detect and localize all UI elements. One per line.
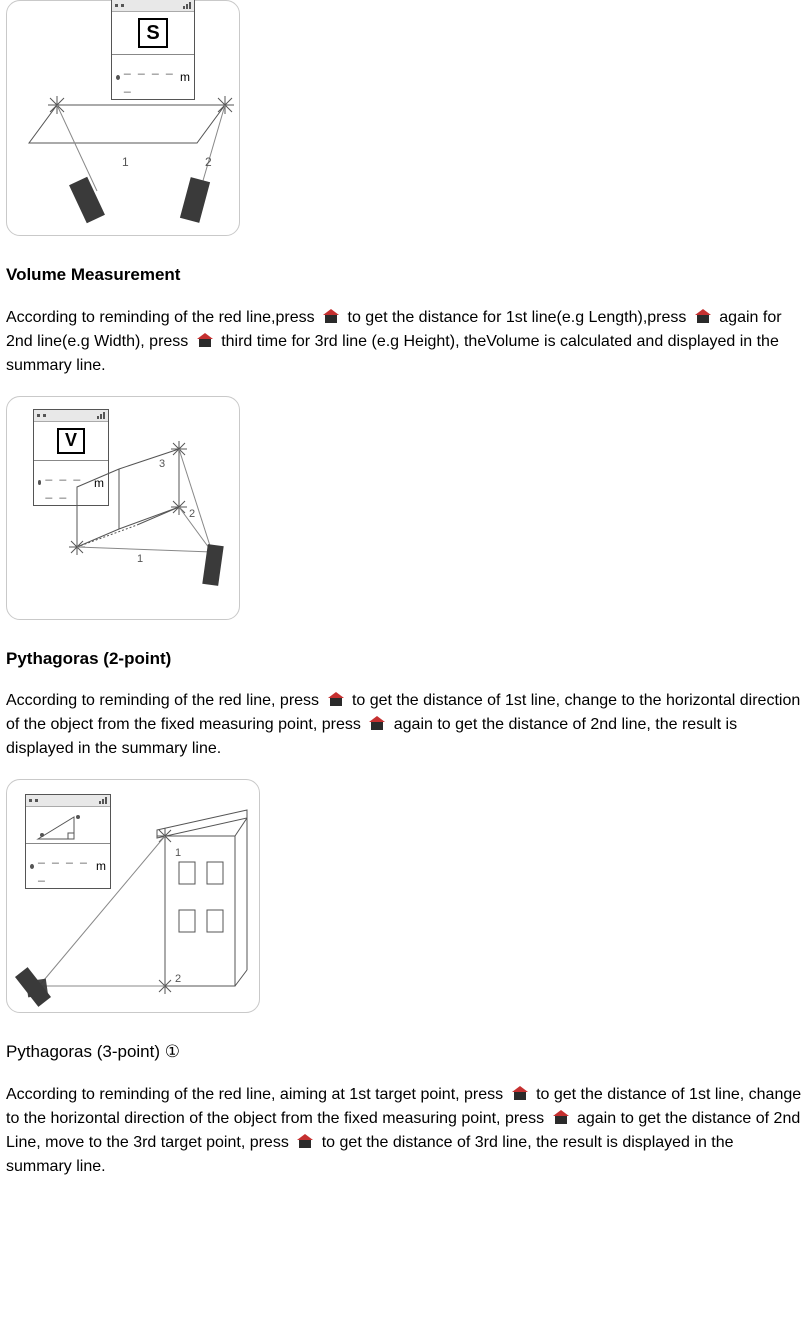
volume-diagram: 3 2 1 xyxy=(7,397,241,621)
svg-text:1: 1 xyxy=(175,847,181,859)
measure-icon xyxy=(551,1109,571,1125)
figure-volume: V _ _ _ _ _ m xyxy=(6,396,240,620)
svg-text:2: 2 xyxy=(175,973,181,985)
measure-icon xyxy=(195,332,215,348)
figure-pyth2: _ _ _ _ _ m xyxy=(6,779,260,1013)
p3-p1: According to reminding of the red line, … xyxy=(6,1086,508,1103)
measure-icon xyxy=(321,308,341,324)
svg-text:2: 2 xyxy=(205,155,212,169)
heading-pyth3: Pythagoras (3-point) ① xyxy=(6,1039,803,1065)
heading-volume: Volume Measurement xyxy=(6,262,803,288)
measure-icon xyxy=(326,691,346,707)
svg-text:1: 1 xyxy=(122,155,129,169)
measure-icon xyxy=(693,308,713,324)
paragraph-pyth3: According to reminding of the red line, … xyxy=(6,1083,803,1179)
area-diagram: 1 2 xyxy=(7,1,241,235)
vol-p1: According to reminding of the red line,p… xyxy=(6,309,319,326)
p2-p1: According to reminding of the red line, … xyxy=(6,692,324,709)
measure-icon xyxy=(510,1085,530,1101)
svg-text:3: 3 xyxy=(159,458,165,470)
figure-area: S _ _ _ _ _ m 1 2 xyxy=(6,0,240,236)
svg-text:1: 1 xyxy=(137,553,143,565)
paragraph-pyth2: According to reminding of the red line, … xyxy=(6,689,803,761)
svg-text:2: 2 xyxy=(189,508,195,520)
measure-icon xyxy=(295,1133,315,1149)
heading-pyth2: Pythagoras (2-point) xyxy=(6,646,803,672)
paragraph-volume: According to reminding of the red line,p… xyxy=(6,306,803,378)
measure-icon xyxy=(367,715,387,731)
pyth2-diagram: 1 2 xyxy=(7,780,261,1014)
vol-p2: to get the distance for 1st line(e.g Len… xyxy=(348,309,691,326)
